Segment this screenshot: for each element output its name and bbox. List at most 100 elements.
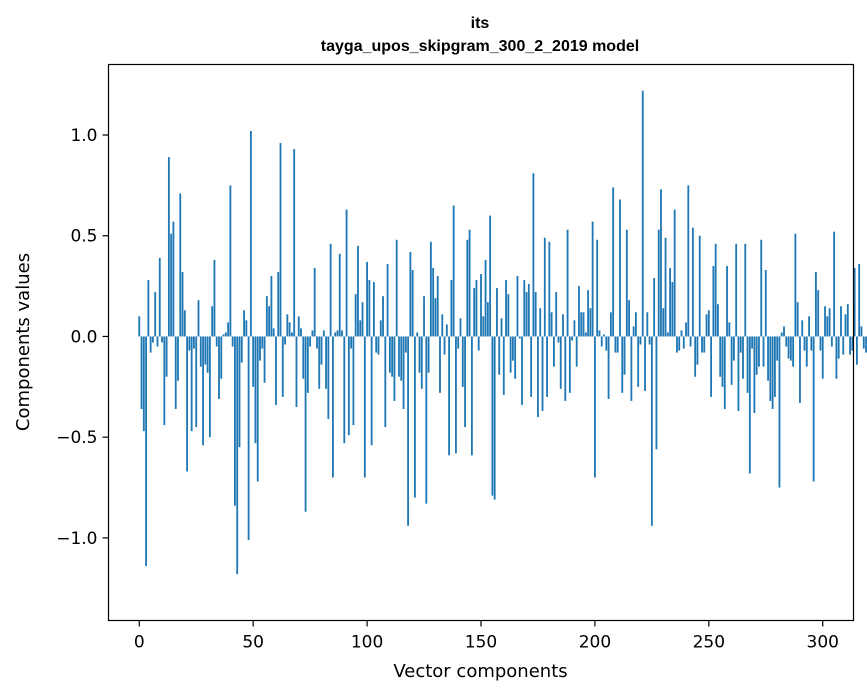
bar-component-31 xyxy=(208,336,211,438)
bar-component-100 xyxy=(366,261,368,337)
bar-component-318 xyxy=(862,336,865,349)
bar-component-192 xyxy=(575,336,578,367)
bar-component-82 xyxy=(325,336,327,389)
bar-component-68 xyxy=(293,149,296,337)
bar-component-107 xyxy=(382,296,384,337)
bar-component-310 xyxy=(844,314,847,337)
bar-component-202 xyxy=(598,330,601,337)
bar-component-282 xyxy=(780,332,783,337)
bar-component-165 xyxy=(514,336,517,379)
bar-component-114 xyxy=(398,336,400,377)
bar-component-76 xyxy=(311,330,314,337)
bar-component-216 xyxy=(630,336,633,401)
bar-component-290 xyxy=(799,336,801,403)
bar-component-90 xyxy=(343,336,346,444)
bar-component-208 xyxy=(612,187,615,337)
bar-component-141 xyxy=(459,318,462,337)
bar-component-78 xyxy=(316,336,318,349)
bar-component-147 xyxy=(473,288,476,337)
bar-component-263 xyxy=(737,336,740,411)
bar-component-62 xyxy=(279,143,282,337)
bar-component-160 xyxy=(502,336,505,395)
bar-component-105 xyxy=(377,336,380,355)
bar-component-241 xyxy=(687,185,690,337)
bar-component-48 xyxy=(247,336,250,540)
bar-component-23 xyxy=(190,336,193,432)
bar-component-196 xyxy=(584,332,587,337)
bar-component-223 xyxy=(646,312,649,337)
y-tick-label: −0.5 xyxy=(56,428,97,448)
bar-component-97 xyxy=(359,320,362,337)
bar-component-246 xyxy=(698,235,701,337)
bar-component-307 xyxy=(837,336,840,359)
bar-component-280 xyxy=(776,336,779,361)
bar-component-253 xyxy=(714,243,717,337)
bar-component-226 xyxy=(653,278,656,337)
y-tick-label: −1.0 xyxy=(56,529,97,549)
bar-component-25 xyxy=(195,336,198,428)
bar-component-83 xyxy=(327,336,330,420)
bars-group xyxy=(138,90,867,575)
bar-component-65 xyxy=(286,314,289,337)
bar-component-308 xyxy=(840,306,842,337)
y-axis-ticks: −1.0 −0.5 0.0 0.5 1.0 xyxy=(56,126,109,549)
bar-component-29 xyxy=(204,336,207,365)
bar-component-243 xyxy=(691,227,694,337)
bar-component-293 xyxy=(805,336,808,367)
bar-component-138 xyxy=(452,205,455,337)
bar-component-43 xyxy=(236,336,239,575)
bar-component-277 xyxy=(769,336,772,401)
bar-component-88 xyxy=(338,253,341,337)
bar-component-273 xyxy=(760,239,763,337)
bar-component-129 xyxy=(432,267,435,337)
x-axis-ticks: 0 50 100 150 200 250 300 xyxy=(134,620,839,653)
bar-component-12 xyxy=(165,336,168,377)
bar-component-149 xyxy=(477,336,480,351)
bar-component-169 xyxy=(523,280,526,337)
bar-component-217 xyxy=(632,326,635,337)
bar-component-21 xyxy=(186,336,189,472)
bar-component-144 xyxy=(466,239,469,337)
bar-component-286 xyxy=(789,336,792,361)
bar-component-309 xyxy=(842,336,845,355)
bar-component-183 xyxy=(555,292,558,337)
bar-component-156 xyxy=(493,336,496,500)
x-tick-label: 0 xyxy=(134,633,145,653)
bar-component-22 xyxy=(188,336,191,351)
bar-component-58 xyxy=(270,276,273,337)
chart-title: its xyxy=(471,15,490,32)
bar-component-215 xyxy=(628,300,630,337)
y-axis-label: Components values xyxy=(13,253,34,431)
bar-component-24 xyxy=(193,336,195,349)
bar-component-249 xyxy=(705,314,708,337)
bar-component-239 xyxy=(682,336,685,349)
bar-component-219 xyxy=(637,336,640,387)
bar-component-132 xyxy=(439,336,441,393)
bar-component-305 xyxy=(833,231,836,337)
bar-component-1 xyxy=(140,336,143,409)
bar-component-155 xyxy=(491,336,494,496)
bar-component-120 xyxy=(411,269,414,337)
bar-component-315 xyxy=(856,336,858,365)
bar-component-245 xyxy=(696,336,699,365)
bar-component-84 xyxy=(329,243,332,337)
bar-component-93 xyxy=(350,336,353,349)
bar-component-64 xyxy=(284,336,286,345)
bar-component-319 xyxy=(865,336,867,353)
bar-component-187 xyxy=(564,336,567,401)
bar-component-71 xyxy=(300,328,302,337)
bar-component-242 xyxy=(689,336,692,347)
bar-component-255 xyxy=(719,336,722,377)
bar-component-270 xyxy=(753,336,756,414)
bar-component-154 xyxy=(489,215,492,337)
bar-component-285 xyxy=(787,336,790,359)
bar-component-225 xyxy=(650,336,653,526)
bar-component-213 xyxy=(623,336,626,375)
bar-component-148 xyxy=(475,280,478,337)
bar-component-251 xyxy=(710,336,713,397)
bar-component-9 xyxy=(158,257,161,337)
bar-component-194 xyxy=(580,312,583,337)
bar-component-109 xyxy=(386,263,389,337)
bar-component-209 xyxy=(614,336,617,353)
